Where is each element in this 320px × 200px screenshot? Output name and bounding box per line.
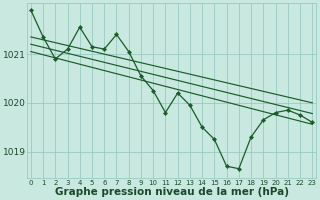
- X-axis label: Graphe pression niveau de la mer (hPa): Graphe pression niveau de la mer (hPa): [54, 187, 289, 197]
